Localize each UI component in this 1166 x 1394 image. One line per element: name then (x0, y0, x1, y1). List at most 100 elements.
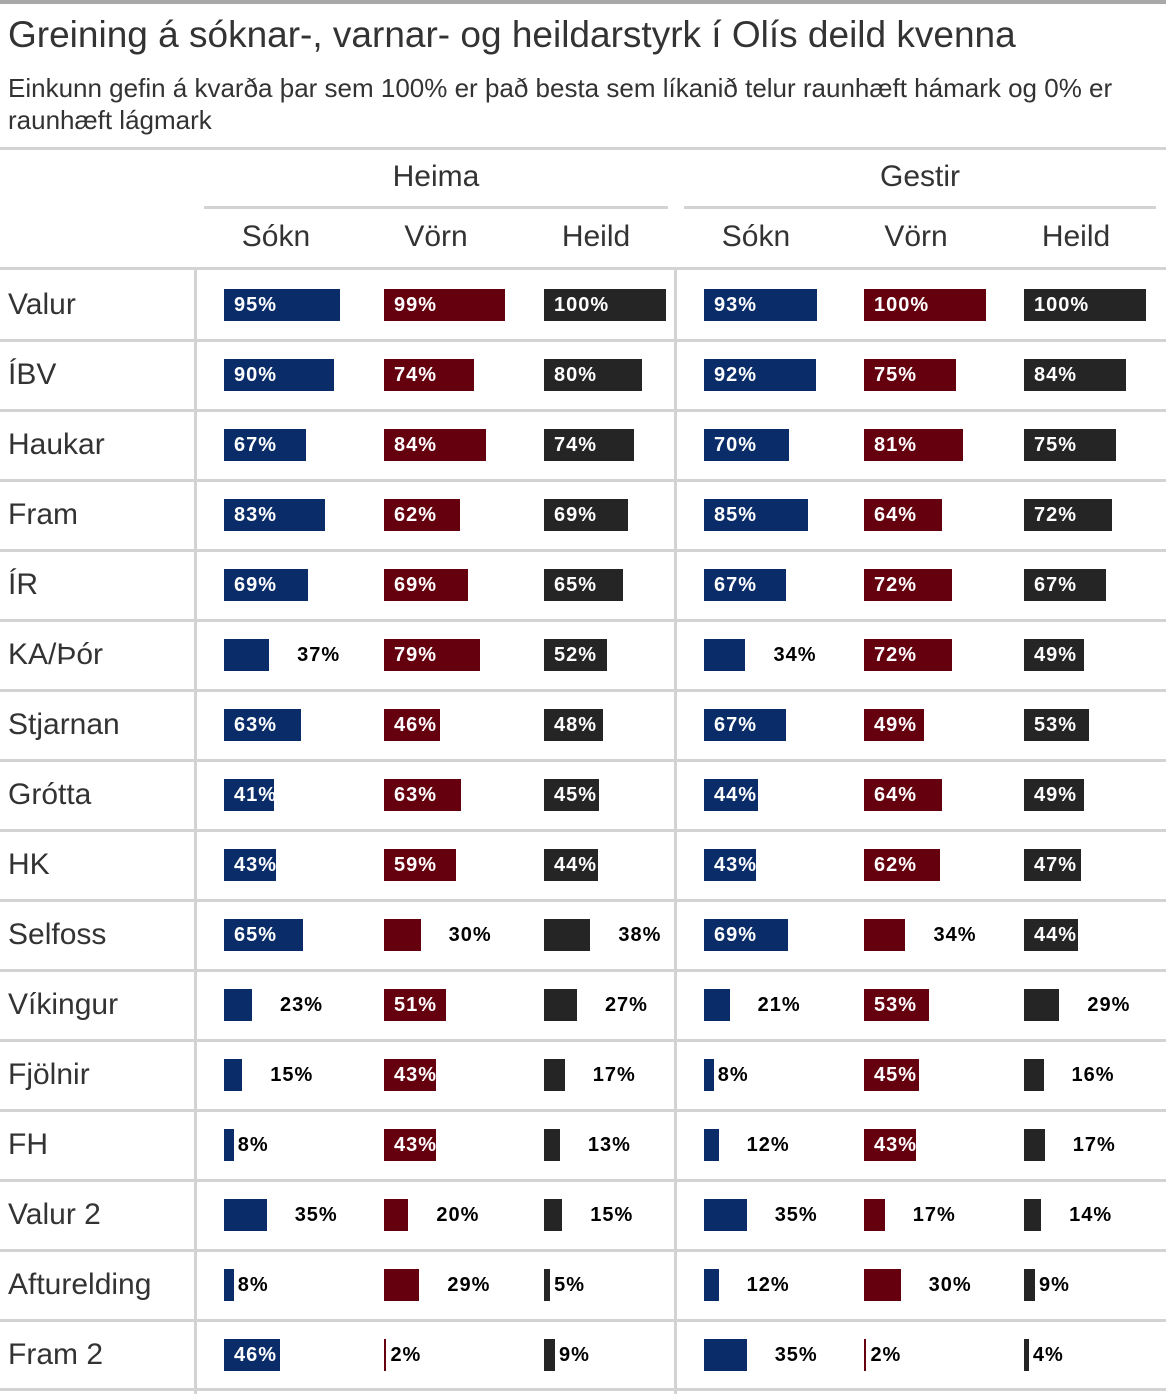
bar-value-label: 100% (1034, 294, 1090, 316)
bar-heima-heild: 52% (544, 639, 608, 671)
bar-value-label: 9% (1038, 1274, 1070, 1296)
bar-value-label: 21% (757, 994, 801, 1016)
team-label: Afturelding (8, 1268, 152, 1301)
bar-value-label: 99% (394, 294, 438, 316)
row-divider (0, 1039, 1166, 1042)
team-label: KA/Þór (8, 638, 104, 671)
bar-value-label: 92% (714, 364, 758, 386)
bar-value-label: 93% (714, 294, 758, 316)
bar-gestir-sokn (704, 1269, 719, 1301)
bar-gestir-vorn (864, 1339, 867, 1371)
bar-value-label: 69% (554, 504, 598, 526)
bar-heima-heild: 100% (544, 289, 666, 321)
bar-value-label: 43% (714, 854, 757, 876)
bar-heima-heild (544, 989, 577, 1021)
bar-gestir-sokn: 43% (704, 849, 757, 881)
bar-heima-vorn: 51% (384, 989, 447, 1021)
bar-heima-vorn (384, 919, 421, 951)
row-divider (0, 1179, 1166, 1182)
bar-value-label: 41% (234, 784, 275, 806)
team-label: Víkingur (8, 988, 119, 1021)
team-label: ÍR (8, 568, 38, 601)
bar-heima-sokn: 90% (224, 359, 334, 391)
bar-heima-vorn: 69% (384, 569, 469, 601)
bar-gestir-sokn: 92% (704, 359, 817, 391)
bar-value-label: 53% (1034, 714, 1078, 736)
bar-heima-sokn (224, 1129, 234, 1161)
bar-value-label: 17% (1072, 1134, 1116, 1156)
bar-value-label: 45% (554, 784, 598, 806)
row-divider (0, 1249, 1166, 1252)
bar-heima-vorn: 62% (384, 499, 460, 531)
bar-value-label: 29% (1087, 994, 1131, 1016)
bar-gestir-heild: 84% (1024, 359, 1127, 391)
bar-heima-heild: 44% (544, 849, 598, 881)
bar-value-label: 47% (1034, 854, 1078, 876)
team-label: FH (8, 1128, 48, 1161)
bar-value-label: 100% (874, 294, 930, 316)
bar-value-label: 81% (874, 434, 918, 456)
bar-gestir-vorn: 64% (864, 499, 943, 531)
header-top-divider (0, 147, 1166, 150)
col-heima-vorn: Vörn (404, 220, 468, 253)
bar-gestir-sokn: 69% (704, 919, 789, 951)
bar-value-label: 12% (746, 1274, 790, 1296)
bar-value-label: 17% (592, 1064, 636, 1086)
bar-heima-heild: 45% (544, 779, 599, 811)
spanner-underline-heima (204, 206, 668, 209)
bar-value-label: 43% (394, 1134, 437, 1156)
bar-heima-sokn (224, 1269, 234, 1301)
bar-value-label: 62% (874, 854, 918, 876)
bar-gestir-vorn: 45% (864, 1059, 919, 1091)
bar-value-label: 27% (604, 994, 648, 1016)
row-divider (0, 619, 1166, 622)
bar-value-label: 30% (448, 924, 492, 946)
bar-value-label: 72% (874, 644, 918, 666)
team-label: Stjarnan (8, 708, 120, 741)
bar-heima-vorn: 43% (384, 1059, 437, 1091)
bar-value-label: 37% (297, 644, 341, 666)
bar-value-label: 84% (1034, 364, 1078, 386)
bar-gestir-sokn (704, 1199, 747, 1231)
bar-value-label: 43% (874, 1134, 917, 1156)
top-border (0, 0, 1166, 4)
bar-heima-sokn (224, 989, 253, 1021)
bar-value-label: 74% (554, 434, 598, 456)
bar-value-label: 20% (436, 1204, 480, 1226)
bar-value-label: 16% (1071, 1064, 1115, 1086)
bar-value-label: 2% (870, 1344, 902, 1366)
bar-value-label: 67% (714, 574, 758, 596)
spanner-heima: Heima (392, 160, 480, 193)
bar-heima-sokn: 95% (224, 289, 340, 321)
row-divider (0, 479, 1166, 482)
bar-value-label: 43% (234, 854, 277, 876)
bar-value-label: 100% (554, 294, 610, 316)
row-divider (0, 1319, 1166, 1322)
bar-heima-heild (544, 1059, 565, 1091)
bar-value-label: 69% (234, 574, 278, 596)
bar-value-label: 15% (270, 1064, 314, 1086)
bar-gestir-heild: 53% (1024, 709, 1089, 741)
bar-heima-heild (544, 1129, 560, 1161)
bar-value-label: 67% (234, 434, 278, 456)
bar-value-label: 63% (394, 784, 438, 806)
bar-heima-vorn: 84% (384, 429, 487, 461)
spanner-underline-gestir (684, 206, 1156, 209)
bar-value-label: 48% (554, 714, 598, 736)
bar-gestir-heild (1024, 1339, 1029, 1371)
bar-value-label: 2% (390, 1344, 422, 1366)
bar-value-label: 8% (237, 1274, 269, 1296)
row-divider (0, 689, 1166, 692)
bar-value-label: 52% (554, 644, 598, 666)
bar-gestir-heild (1024, 1059, 1044, 1091)
bar-gestir-sokn (704, 639, 746, 671)
bar-gestir-vorn: 53% (864, 989, 929, 1021)
bar-value-label: 8% (237, 1134, 269, 1156)
bar-value-label: 74% (394, 364, 438, 386)
bar-value-label: 75% (1034, 434, 1078, 456)
bar-heima-sokn (224, 1199, 267, 1231)
bar-gestir-vorn: 64% (864, 779, 943, 811)
bar-gestir-heild (1024, 1199, 1042, 1231)
bar-heima-vorn: 46% (384, 709, 441, 741)
bar-value-label: 64% (874, 504, 918, 526)
